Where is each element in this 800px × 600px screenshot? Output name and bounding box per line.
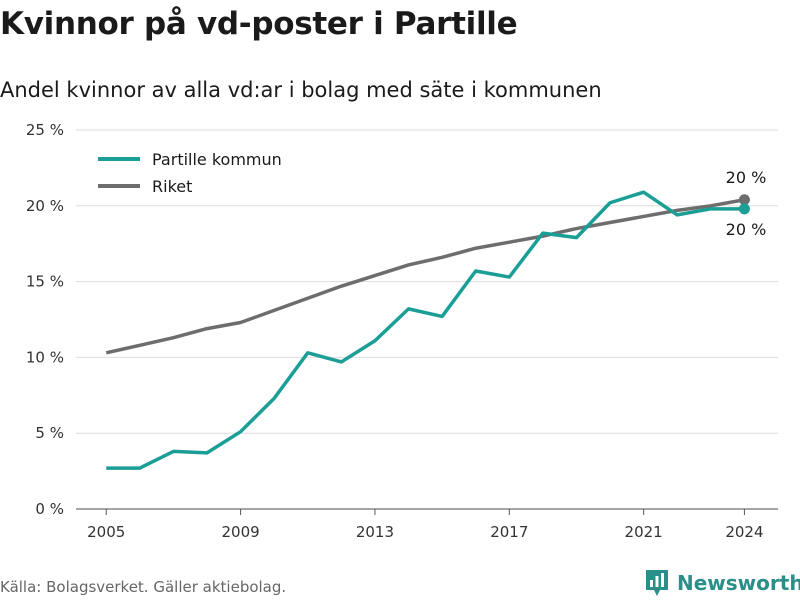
newsworthy-logo-icon <box>646 570 668 596</box>
line-chart: 0 %5 %10 %15 %20 %25 % 2005 2009 2013 2017 2… <box>26 121 778 541</box>
y-tick-label: 20 % <box>26 197 64 215</box>
brand-name: Newsworthy <box>677 571 800 595</box>
end-marker-partille <box>738 203 750 215</box>
y-axis-ticks: 0 % 5 % 10 % 15 % 20 % 25 % <box>26 121 64 518</box>
end-label-partille: 20 % <box>726 220 767 239</box>
y-tick-label: 5 % <box>35 424 64 442</box>
gridlines <box>76 129 778 510</box>
x-tick-label: 2009 <box>221 523 259 541</box>
end-marker-riket <box>738 194 750 206</box>
series-line-partille <box>106 190 745 470</box>
y-tick-label: 15 % <box>26 273 64 291</box>
x-tick-label: 2005 <box>87 523 125 541</box>
chart-subtitle: Andel kvinnor av alla vd:ar i bolag med … <box>0 78 602 102</box>
source-note: Källa: Bolagsverket. Gäller aktiebolag. <box>0 578 287 596</box>
y-tick-label: 0 % <box>35 500 64 518</box>
x-tick-label: 2013 <box>356 523 394 541</box>
y-tick-label: 25 % <box>26 121 64 139</box>
chart-title: Kvinnor på vd-poster i Partille <box>0 6 518 42</box>
legend: Partille kommun Riket <box>98 150 282 196</box>
series-lines <box>105 190 750 470</box>
x-tick-label: 2021 <box>625 523 663 541</box>
legend-label-riket: Riket <box>152 177 192 196</box>
y-tick-label: 10 % <box>26 348 64 366</box>
x-axis-ticks: 2005 2009 2013 2017 2021 2024 <box>87 509 764 541</box>
x-tick-label: 2024 <box>725 523 763 541</box>
x-tick-label: 2017 <box>490 523 528 541</box>
series-line-riket <box>105 198 745 355</box>
end-label-riket: 20 % <box>726 168 767 187</box>
brand-logo: Newsworthy <box>644 568 800 598</box>
legend-label-partille: Partille kommun <box>152 150 282 169</box>
